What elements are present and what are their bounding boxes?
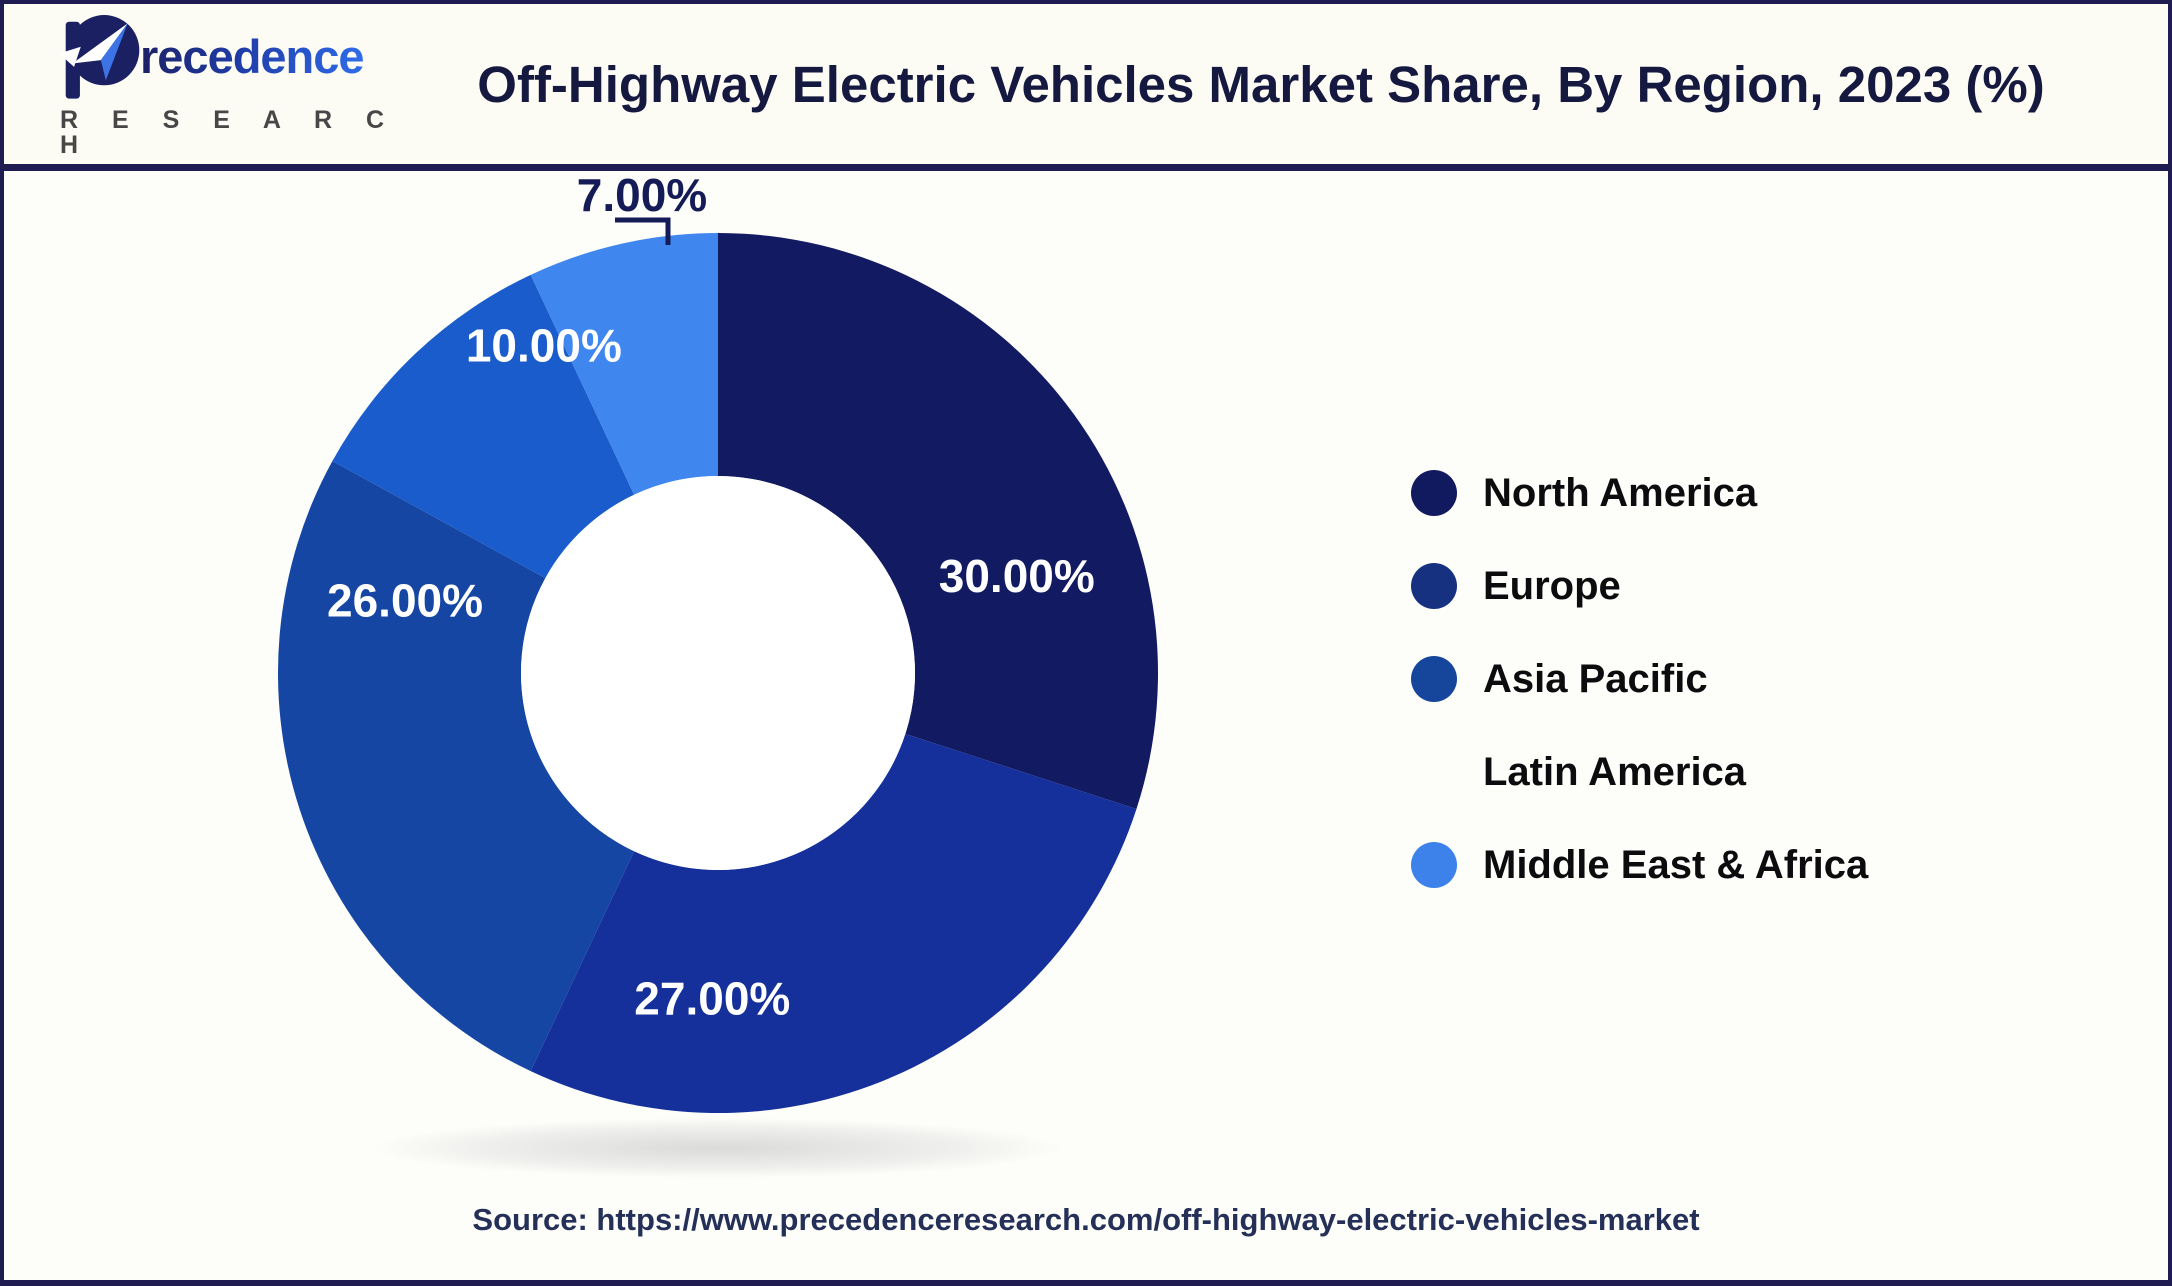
legend-label: Asia Pacific (1483, 656, 1708, 701)
callout-leader-line (615, 217, 671, 245)
donut-chart-svg: 30.00% 27.00% 26.00% 10.00% 7.00% (277, 169, 1158, 1178)
legend-item: Middle East & Africa (1411, 840, 1868, 890)
legend-label: North America (1483, 470, 1758, 515)
source-text: Source: https://www.precedenceresearch.c… (472, 1202, 1700, 1237)
paper-plane-logo-icon (59, 15, 140, 99)
legend-item: Latin America (1411, 747, 1868, 797)
slice-label: 26.00% (327, 575, 483, 627)
brand-logo: recedence R E S E A R C H (4, 10, 414, 158)
legend-item: North America (1411, 468, 1868, 518)
legend-label: Europe (1483, 563, 1621, 608)
legend-marker-dot (1411, 842, 1457, 888)
chart-legend: North America Europe Asia Pacific Latin Ame… (1411, 468, 1868, 890)
donut-slice-asia-pacific (277, 461, 635, 1072)
donut-slice-middle-east-africa (530, 233, 718, 495)
donut-hole (521, 476, 915, 870)
donut-slice-north-america (718, 233, 1158, 809)
legend-item: Europe (1411, 561, 1868, 611)
legend-marker-dot (1411, 656, 1457, 702)
legend-marker-dot (1411, 470, 1457, 516)
header-divider (4, 164, 2168, 171)
header: recedence R E S E A R C H Off-Highway El… (4, 4, 2168, 164)
legend-label: Middle East & Africa (1483, 842, 1869, 887)
slice-labels-group: 30.00% 27.00% 26.00% 10.00% 7.00% (327, 169, 1095, 1025)
legend-label: Latin America (1483, 749, 1747, 794)
logo-row: recedence (54, 10, 414, 102)
slice-callout-label: 7.00% (577, 169, 707, 221)
legend-marker-dot (1411, 563, 1457, 609)
chart-area: 30.00% 27.00% 26.00% 10.00% 7.00% North Amer… (4, 169, 2168, 1280)
logo-subtext: R E S E A R C H (60, 106, 398, 159)
donut-slice-latin-america (332, 274, 635, 579)
donut-slice-europe (530, 733, 1137, 1113)
donut-slices-group (277, 233, 1158, 1113)
slice-label: 30.00% (939, 550, 1095, 602)
page-title: Off-Highway Electric Vehicles Market Sha… (477, 55, 2045, 113)
slice-label: 27.00% (634, 973, 790, 1025)
legend-item: Asia Pacific (1411, 654, 1868, 704)
logo-wordmark: recedence (140, 29, 365, 83)
slice-label: 10.00% (466, 319, 622, 371)
donut-shadow (373, 1118, 1063, 1178)
